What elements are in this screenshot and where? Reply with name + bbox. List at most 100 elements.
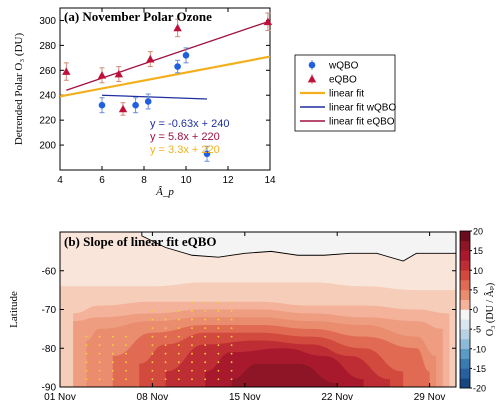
colorbar-segment xyxy=(460,319,470,330)
significance-dot xyxy=(177,352,180,355)
significance-dot xyxy=(230,318,233,321)
x-tick-label: 22 Nov xyxy=(321,392,353,403)
significance-dot xyxy=(164,378,167,381)
significance-dot xyxy=(191,352,193,355)
significance-dot xyxy=(177,327,180,329)
significance-dot xyxy=(98,361,101,364)
y-tick-label: -80 xyxy=(42,344,57,355)
significance-dot xyxy=(230,378,233,381)
significance-dot xyxy=(204,369,207,372)
colorbar-tick-label: -15 xyxy=(473,364,486,374)
y-tick-label: -90 xyxy=(42,383,57,394)
ozone-scatter-panel: 4 6 8 10 12 14 200 220 240 260 280 300 (a) November… xyxy=(13,7,276,198)
significance-dot xyxy=(204,318,207,321)
significance-dot xyxy=(230,369,233,372)
colorbar-segment xyxy=(460,348,470,359)
contour-level xyxy=(231,363,338,387)
colorbar-tick-label: 10 xyxy=(473,266,483,276)
colorbar: 20 15 10 5 0 -5 -10 -15 -20 xyxy=(459,227,486,394)
fit-line xyxy=(101,94,208,100)
significance-dot xyxy=(230,327,233,329)
eqbo-point xyxy=(114,69,123,78)
wqbo-point xyxy=(174,63,181,70)
significance-dot xyxy=(111,352,114,355)
significance-dot xyxy=(98,378,101,381)
significance-dot xyxy=(85,335,88,338)
significance-dot xyxy=(164,352,167,355)
x-tick-label: 29 Nov xyxy=(414,392,446,403)
eqbo-point xyxy=(62,67,71,75)
significance-dot xyxy=(217,344,220,347)
significance-dot xyxy=(85,344,88,347)
x-tick-label: 10 xyxy=(180,175,192,186)
significance-dot xyxy=(125,335,127,338)
significance-dot xyxy=(177,335,180,338)
panel-b-contours xyxy=(60,232,456,387)
eqbo-point xyxy=(97,71,107,79)
significance-dot xyxy=(230,301,233,304)
panel-b-ylabel: Latitude xyxy=(8,291,20,328)
y-tick-label: 240 xyxy=(39,91,56,102)
y-tick-label: 280 xyxy=(39,41,56,52)
fit-equation: y = 3.3x + 220 xyxy=(150,144,220,156)
wqbo-point xyxy=(203,150,211,158)
legend: wQBO eQBO linear fit linear fit wQBO linear … xyxy=(294,54,396,132)
significance-dot xyxy=(217,369,220,372)
significance-dot xyxy=(217,301,220,304)
significance-dot xyxy=(217,327,220,329)
y-tick-label: 300 xyxy=(39,16,56,27)
significance-dot xyxy=(191,378,193,381)
colorbar-segment xyxy=(460,250,470,261)
significance-dot xyxy=(191,361,193,364)
significance-dot xyxy=(177,369,180,372)
significance-dot xyxy=(230,310,233,312)
panel-a-title: (a) November Polar Ozone xyxy=(64,9,212,24)
significance-dot xyxy=(151,352,154,355)
significance-dot xyxy=(85,361,88,364)
significance-dot xyxy=(151,344,154,347)
significance-dot xyxy=(85,369,88,372)
panel-b-title: (b) Slope of linear fit eQBO xyxy=(64,234,217,249)
colorbar-segment xyxy=(460,231,470,242)
significance-dot xyxy=(204,327,207,329)
colorbar-segment xyxy=(460,338,470,350)
missing-data-region xyxy=(141,232,456,262)
significance-dot xyxy=(111,344,114,347)
y-tick-label: 220 xyxy=(39,116,56,127)
legend-marker xyxy=(307,74,317,83)
significance-dot xyxy=(111,378,114,381)
significance-dot xyxy=(125,378,127,381)
y-tick-label: -70 xyxy=(42,305,57,316)
colorbar-segment xyxy=(460,378,470,389)
significance-dot xyxy=(125,369,127,372)
fit-line xyxy=(66,21,269,91)
significance-dot xyxy=(164,369,167,372)
wqbo-point xyxy=(182,52,190,59)
significance-dot xyxy=(230,352,233,355)
significance-dot xyxy=(230,361,233,364)
significance-dot xyxy=(98,335,101,338)
significance-dot xyxy=(151,369,154,372)
significance-dot xyxy=(191,327,193,329)
legend-label: linear fit xyxy=(329,89,364,100)
significance-dot xyxy=(111,369,114,372)
x-tick-label: 12 xyxy=(222,175,234,186)
colorbar-tick-label: -20 xyxy=(473,384,486,394)
significance-dot xyxy=(204,335,207,338)
fit-equation: y = -0.63x + 240 xyxy=(150,118,230,130)
x-tick-label: 08 Nov xyxy=(137,392,169,403)
colorbar-label: O₃ (DU / Âₚ) xyxy=(484,283,496,336)
significance-dot xyxy=(191,335,193,338)
x-tick-label: 01 Nov xyxy=(44,392,76,403)
panel-a-fit-lines xyxy=(59,21,271,100)
significance-dot xyxy=(177,318,180,321)
significance-dot xyxy=(111,335,114,338)
eqbo-point xyxy=(118,104,128,113)
significance-dot xyxy=(164,318,167,321)
significance-dot xyxy=(191,310,193,312)
colorbar-tick-label: 0 xyxy=(473,305,478,315)
significance-dot xyxy=(151,318,154,321)
y-tick-label: 260 xyxy=(39,66,56,77)
colorbar-segment xyxy=(460,270,470,281)
